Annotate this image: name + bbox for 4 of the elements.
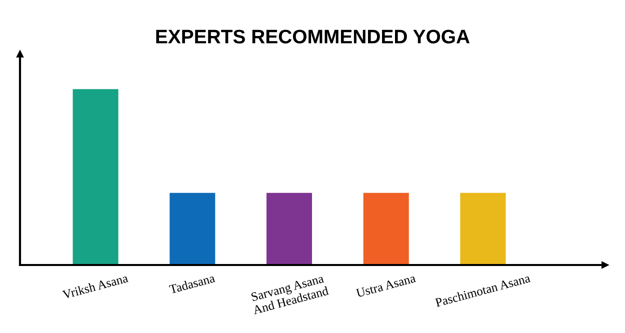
- x-tick-label: Tadasana: [168, 273, 216, 294]
- chart-title: EXPERTS RECOMMENDED YOGA: [156, 30, 470, 44]
- x-tick-label: Ustra Asana: [356, 274, 416, 298]
- x-tick-label: Vriksh Asana: [62, 273, 129, 300]
